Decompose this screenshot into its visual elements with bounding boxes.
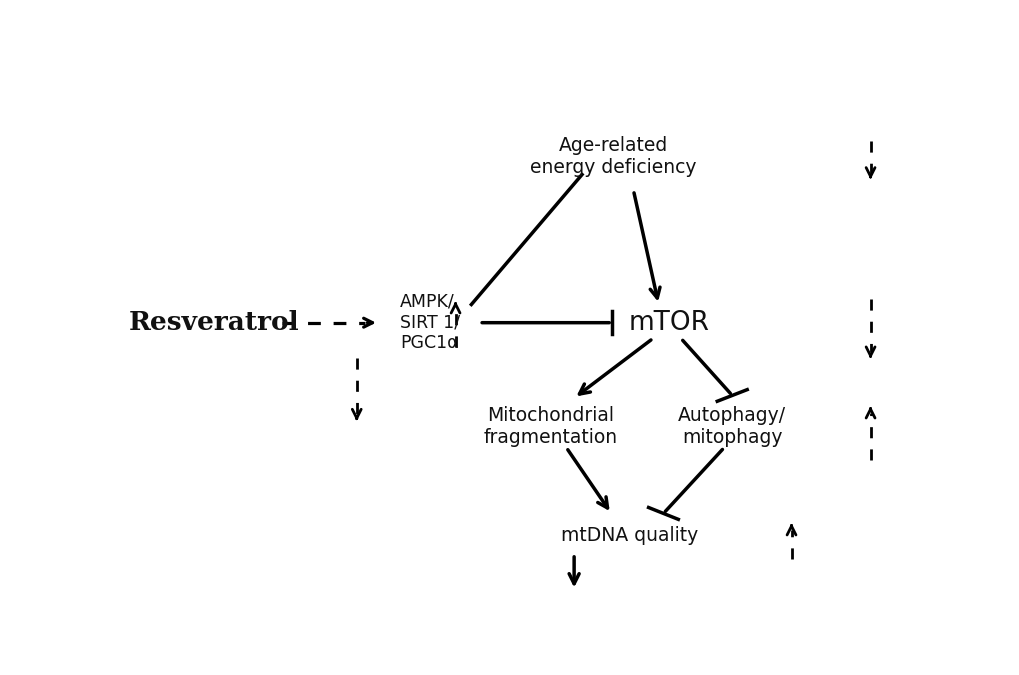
Text: mTOR: mTOR [628, 310, 709, 335]
Text: AMPK/
SIRT 1/
PGC1α: AMPK/ SIRT 1/ PGC1α [399, 293, 460, 352]
Text: Autophagy/
mitophagy: Autophagy/ mitophagy [678, 406, 786, 447]
Text: Mitochondrial
fragmentation: Mitochondrial fragmentation [483, 406, 616, 447]
Text: Resveratrol: Resveratrol [129, 310, 300, 335]
Text: mtDNA quality: mtDNA quality [560, 526, 697, 545]
Text: Age-related
energy deficiency: Age-related energy deficiency [530, 136, 696, 177]
